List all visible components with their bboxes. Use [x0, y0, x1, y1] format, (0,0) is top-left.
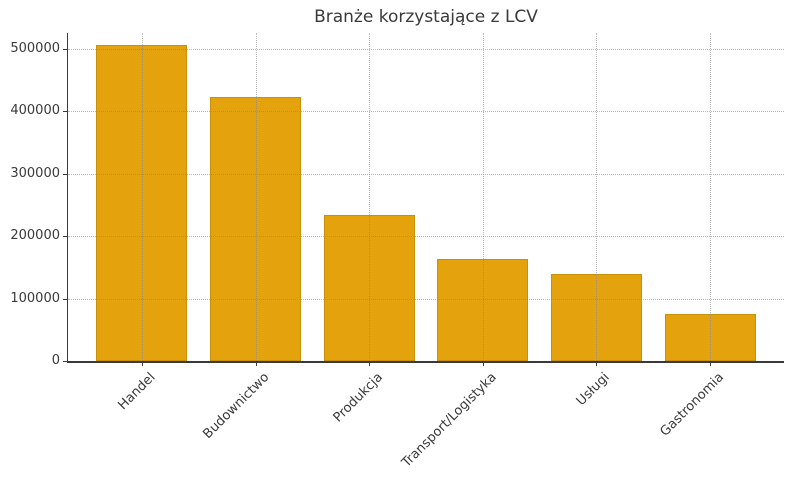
y-tick-mark — [63, 236, 68, 238]
x-tick-mark — [141, 361, 143, 366]
y-tick-label: 300000 — [10, 165, 60, 181]
x-tick-label: Usługi — [574, 370, 614, 409]
x-gridline — [369, 33, 371, 361]
y-tick-mark — [63, 361, 68, 362]
y-gridline — [68, 236, 784, 238]
y-tick-label: 400000 — [10, 103, 60, 119]
x-tick-mark — [596, 361, 598, 366]
x-gridline — [482, 33, 484, 361]
bar — [323, 214, 415, 361]
x-axis-spine — [68, 361, 784, 363]
y-gridline — [68, 111, 784, 113]
chart-title: Branże korzystające z LCV — [314, 7, 538, 27]
x-tick-label: Gastronomia — [657, 370, 727, 440]
y-tick-label: 0 — [51, 353, 60, 368]
x-gridline — [255, 33, 257, 361]
x-gridline — [141, 33, 143, 361]
x-tick-label: Produkcja — [330, 370, 386, 426]
y-axis-spine — [66, 33, 68, 363]
x-tick-label: Transport/Logistyka — [398, 370, 500, 471]
x-tick-label: Budownictwo — [200, 370, 273, 442]
y-tick-label: 100000 — [10, 290, 60, 306]
x-gridline — [710, 33, 712, 361]
x-tick-mark — [255, 361, 257, 366]
y-tick-mark — [63, 298, 68, 300]
x-tick-label: Handel — [115, 370, 159, 414]
y-tick-mark — [63, 48, 68, 50]
y-gridline — [68, 298, 784, 300]
y-tick-mark — [63, 173, 68, 175]
x-gridline — [596, 33, 598, 361]
y-gridline — [68, 173, 784, 175]
y-tick-mark — [63, 111, 68, 113]
bar — [664, 314, 756, 361]
x-tick-mark — [482, 361, 484, 366]
x-tick-mark — [369, 361, 371, 366]
x-tick-mark — [710, 361, 712, 366]
y-tick-label: 500000 — [10, 40, 60, 56]
y-gridline — [68, 48, 784, 50]
y-tick-label: 200000 — [10, 228, 60, 244]
